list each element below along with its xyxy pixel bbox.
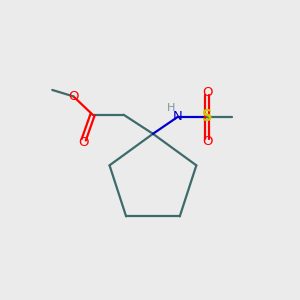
- Text: O: O: [79, 136, 89, 148]
- Text: O: O: [202, 135, 213, 148]
- Text: N: N: [173, 110, 183, 123]
- Text: S: S: [202, 109, 213, 124]
- Text: H: H: [167, 103, 176, 113]
- Text: O: O: [68, 90, 79, 103]
- Text: O: O: [202, 86, 213, 99]
